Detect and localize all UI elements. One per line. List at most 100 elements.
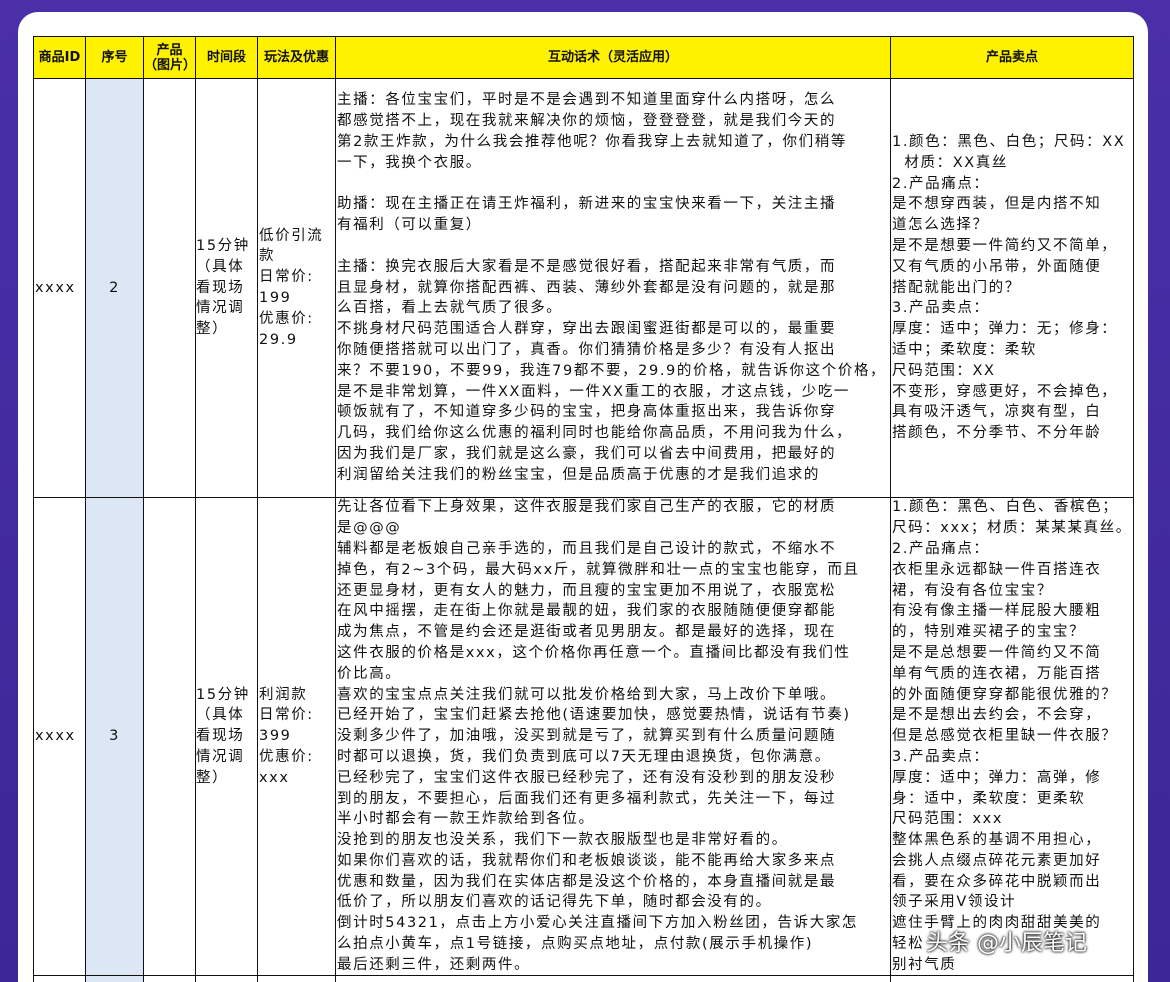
header-text: 玩法及优惠 xyxy=(263,50,329,65)
points-text: 遮住手臂上的肉肉甜甜美美的 xyxy=(892,915,1102,932)
offer-text: 利润款 xyxy=(259,686,308,703)
time-text: 看现场 xyxy=(196,728,245,745)
script-text: 有福利（可以重复） xyxy=(337,217,482,234)
offer-text: xxx xyxy=(259,769,290,786)
points-text: 的外面随便穿穿都能很优雅的？ xyxy=(892,686,1118,703)
header-cell: 商品ID xyxy=(33,36,86,79)
script-text: 先让各位看下上身效果，这件衣服是我们家自己生产的衣服，它的材质 xyxy=(337,499,837,516)
points-text: 1.颜色：黑色、白色；尺码：XX xyxy=(892,134,1126,151)
points-text: 单有气质的连衣裙，万能百搭 xyxy=(892,665,1102,682)
points-text: 是不是想要一件简约又不简单， xyxy=(892,238,1118,254)
script-text: 顿饭就有了，不知道穿多少码的宝宝，把身高体重抠出来，我告诉你穿 xyxy=(337,404,837,421)
points-text: 裙，有没有各位宝宝？ xyxy=(892,582,1053,599)
points-text: 3.产品卖点： xyxy=(892,300,990,317)
points-text: 材质：XX真丝 xyxy=(892,154,1008,171)
script-text: 还更显身材，更有女人的魅力，而且瘦的宝宝更加不用说了，衣服宽松 xyxy=(337,582,837,599)
script-text: 是不是非常划算，一件XX面料，一件XX重工的衣服，才这点钱，少吃一 xyxy=(337,383,851,400)
points-text: 不变形，穿感更好，不会掉色， xyxy=(892,383,1118,400)
points-text: 是不想穿西装，但是内搭不知 xyxy=(892,196,1102,213)
script-text: 没剩多少件了，加油哦，没买到就是亏了，就算买到有什么质量问题随 xyxy=(337,728,837,745)
offer-text: 199 xyxy=(259,290,292,306)
id-cell: xxxx xyxy=(33,497,86,976)
script-text: 低价了，所以朋友们喜欢的话记得先下单，随时都会没有的。 xyxy=(337,894,772,911)
header-cell: 产品 （图片） xyxy=(143,36,196,79)
script-text: 没抢到的朋友也没关系，我们下一款衣服版型也是非常好看的。 xyxy=(337,832,788,849)
points-text: 轻松 xyxy=(892,936,925,953)
header-text: （图片） xyxy=(144,57,196,73)
time-cell: 15分钟 （具体 看现场 情况调 整） xyxy=(195,78,258,498)
script-text: 优惠和数量，因为我们在实体店都是没这个价格的，本身直播间就是最 xyxy=(337,873,837,890)
time-text: 看现场 xyxy=(196,279,245,296)
points-text: 尺码：xxx；材质：某某某真丝。 xyxy=(892,520,1132,537)
script-text: 第2款王炸款，为什么我会推荐他呢？你看我穿上去就知道了，你们稍等 xyxy=(337,134,847,151)
points-text: 厚度：适中；弹力：高弹，修 xyxy=(892,769,1102,786)
offer-cell: 低价引流款日常价: 199 优惠价: 29.9 xyxy=(257,78,336,498)
script-text: 如果你们喜欢的话，我就帮你们和老板娘谈谈，能不能再给大家多来点 xyxy=(337,852,837,869)
time-text: 15分钟 xyxy=(196,686,250,703)
script-cell: 主播：各位宝宝们，平时是不是会遇到不知道里面穿什么内搭呀，怎么 都感觉搭不上，现在… xyxy=(335,78,891,498)
image-cell xyxy=(143,497,196,976)
paragraph-gap xyxy=(337,236,890,257)
points-text: 厚度：适中；弹力：无；修身： xyxy=(892,321,1118,338)
points-text: 1.颜色：黑色、白色、香槟色； xyxy=(892,499,1119,516)
script-text: 掉色，有2~3个码，最大码xx斤，就算微胖和壮一点的宝宝也能穿，而且 xyxy=(337,561,860,578)
empty-cell xyxy=(335,975,891,982)
points-text: 2.产品痛点： xyxy=(892,175,990,192)
script-text: 主播：换完衣服后大家看是不是感觉很好看，搭配起来非常有气质，而 xyxy=(337,258,837,275)
script-text: 已经秒完了，宝宝们这件衣服已经秒完了，还有没有没秒到的朋友没秒 xyxy=(337,769,837,786)
header-text: 商品ID xyxy=(38,50,81,65)
script-text: 辅料都是老板娘自己亲手选的，而且我们是自己设计的款式，不缩水不 xyxy=(337,540,837,557)
script-text: 最后还剩三件，还剩两件。 xyxy=(337,956,531,973)
empty-cell xyxy=(143,975,196,982)
points-text: 尺码范围：xxx xyxy=(892,811,1004,828)
paragraph-gap xyxy=(337,174,890,195)
product-id: xxxx xyxy=(35,728,76,745)
points-text: 看，要在众多碎花中脱颖而出 xyxy=(892,873,1102,890)
offer-text: 优惠价: xyxy=(259,748,314,765)
points-text: 又有气质的小吊带，外面随便 xyxy=(892,258,1102,275)
script-text: 主播：各位宝宝们，平时是不是会遇到不知道里面穿什么内搭呀，怎么 xyxy=(337,92,837,109)
time-text: 15分钟 xyxy=(196,238,250,254)
points-text: 有没有像主播一样屁股大腰粗 xyxy=(892,603,1102,620)
points-text: 衣柜里永远都缺一件百搭连衣 xyxy=(892,561,1102,578)
offer-text: 日常价: xyxy=(259,269,314,286)
points-text: 道怎么选择？ xyxy=(892,217,989,234)
points-text: 搭颜色，不分季节、不分年龄 xyxy=(892,425,1102,442)
points-text: 3.产品卖点： xyxy=(892,748,990,765)
header-text: 序号 xyxy=(101,50,128,65)
row-number: 3 xyxy=(109,728,120,745)
points-text: 适中；柔软度：柔软 xyxy=(892,341,1037,358)
script-text: 是@@@ xyxy=(337,520,402,537)
script-text: 助播：现在主播正在请王炸福利，新进来的宝宝快来看一下，关注主播 xyxy=(337,196,837,213)
time-text: （具体 xyxy=(196,258,245,275)
points-text: 整体黑色系的基调不用担心， xyxy=(892,832,1102,849)
points-cell: 1.颜色：黑色、白色；尺码：XX 材质：XX真丝 2.产品痛点： 是不想穿西装，但是… xyxy=(890,78,1134,498)
script-text: 成为焦点，不管是约会还是逛街或者见男朋友。都是最好的选择，现在 xyxy=(337,624,837,641)
time-text: 整） xyxy=(196,769,229,786)
points-text: 2.产品痛点： xyxy=(892,540,990,557)
points-text: 的，特别难买裙子的宝宝？ xyxy=(892,624,1086,641)
script-text: 一下，我换个衣服。 xyxy=(337,154,482,171)
empty-cell xyxy=(257,975,336,982)
points-text: 领子采用V领设计 xyxy=(892,894,1017,911)
script-cell: 先让各位看下上身效果，这件衣服是我们家自己生产的衣服，它的材质 是@@@ 辅料都是老… xyxy=(335,497,891,976)
script-text: 已经开始了，宝宝们赶紧去抢他(语速要加快，感觉要热情，说话有节奏) xyxy=(337,707,851,724)
header-cell: 互动话术（灵活应用） xyxy=(335,36,891,79)
points-cell: 1.颜色：黑色、白色、香槟色； 尺码：xxx；材质：某某某真丝。 2.产品痛点： 衣柜… xyxy=(890,497,1134,976)
header-cell: 序号 xyxy=(85,36,144,79)
points-text: 是不是总想要一件简约又不简 xyxy=(892,644,1102,661)
header-cell: 时间段 xyxy=(195,36,258,79)
points-text: 会挑人点缀点碎花元素更加好 xyxy=(892,852,1102,869)
header-cell: 玩法及优惠 xyxy=(257,36,336,79)
points-text: 别衬气质 xyxy=(892,956,957,973)
script-text: 么百搭，看上去就气质了很多。 xyxy=(337,300,563,317)
script-text: 你随便搭搭就可以出门了，真香。你们猜猜价格是多少？有没有人抠出 xyxy=(337,341,837,358)
offer-text: 优惠价: xyxy=(259,310,314,327)
offer-text: 日常价: xyxy=(259,707,314,724)
script-text: 利润留给关注我们的粉丝宝宝，但是品质高于优惠的才是我们追求的 xyxy=(337,466,820,483)
offer-text: 29.9 xyxy=(259,331,298,348)
script-text: 时都可以退换，货，我们负责到底可以7天无理由退换货，包你满意。 xyxy=(337,748,831,765)
time-text: （具体 xyxy=(196,707,245,724)
watermark: 头条 @小辰笔记 xyxy=(926,931,1087,956)
